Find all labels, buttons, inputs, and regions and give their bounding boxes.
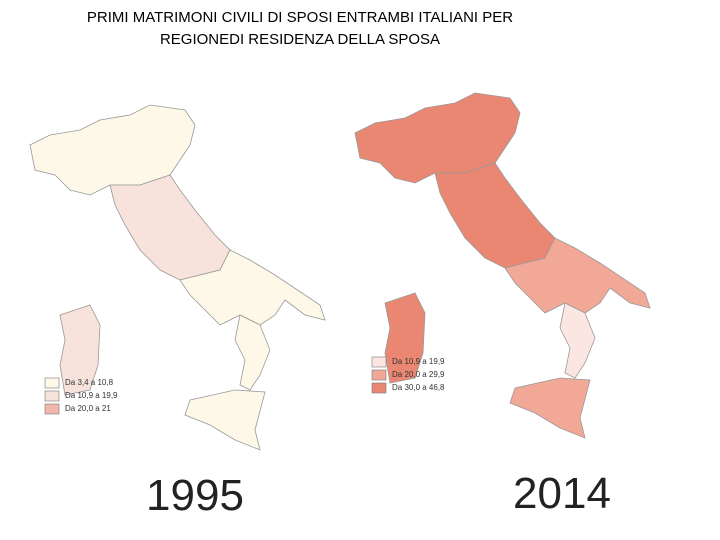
region (384, 292, 426, 384)
region (234, 314, 271, 391)
region (504, 237, 651, 314)
region (29, 104, 196, 196)
region (559, 302, 596, 379)
year-label: 1995 (146, 471, 244, 520)
legend-label: Da 20,0 a 21 (65, 404, 111, 413)
region (59, 304, 101, 396)
legend-swatch (44, 390, 60, 402)
legend-label: Da 3,4 a 10,8 (65, 378, 114, 387)
region (184, 389, 266, 451)
legend-label: Da 10,9 a 19,9 (65, 391, 118, 400)
legend-swatch (371, 382, 387, 394)
region (509, 377, 591, 439)
title-line: PRIMI MATRIMONI CIVILI DI SPOSI ENTRAMBI… (87, 9, 513, 26)
legend-swatch (371, 356, 387, 368)
legend-swatch (371, 369, 387, 381)
year-label: 2014 (513, 469, 611, 518)
region (179, 249, 326, 326)
legend-label: Da 30,0 a 46,8 (392, 383, 445, 392)
legend-label: Da 10,9 a 19,9 (392, 357, 445, 366)
region (109, 174, 231, 281)
maps: Da 3,4 a 10,8 Da 10,9 a 19,9 Da 20,0 a 21 1… (29, 92, 651, 520)
legend-label: Da 20,0 a 29,9 (392, 370, 445, 379)
legend-swatch (44, 403, 60, 415)
region (354, 92, 521, 184)
region (434, 162, 556, 269)
legend-swatch (44, 377, 60, 389)
title-line: REGIONEDI RESIDENZA DELLA SPOSA (160, 31, 440, 48)
